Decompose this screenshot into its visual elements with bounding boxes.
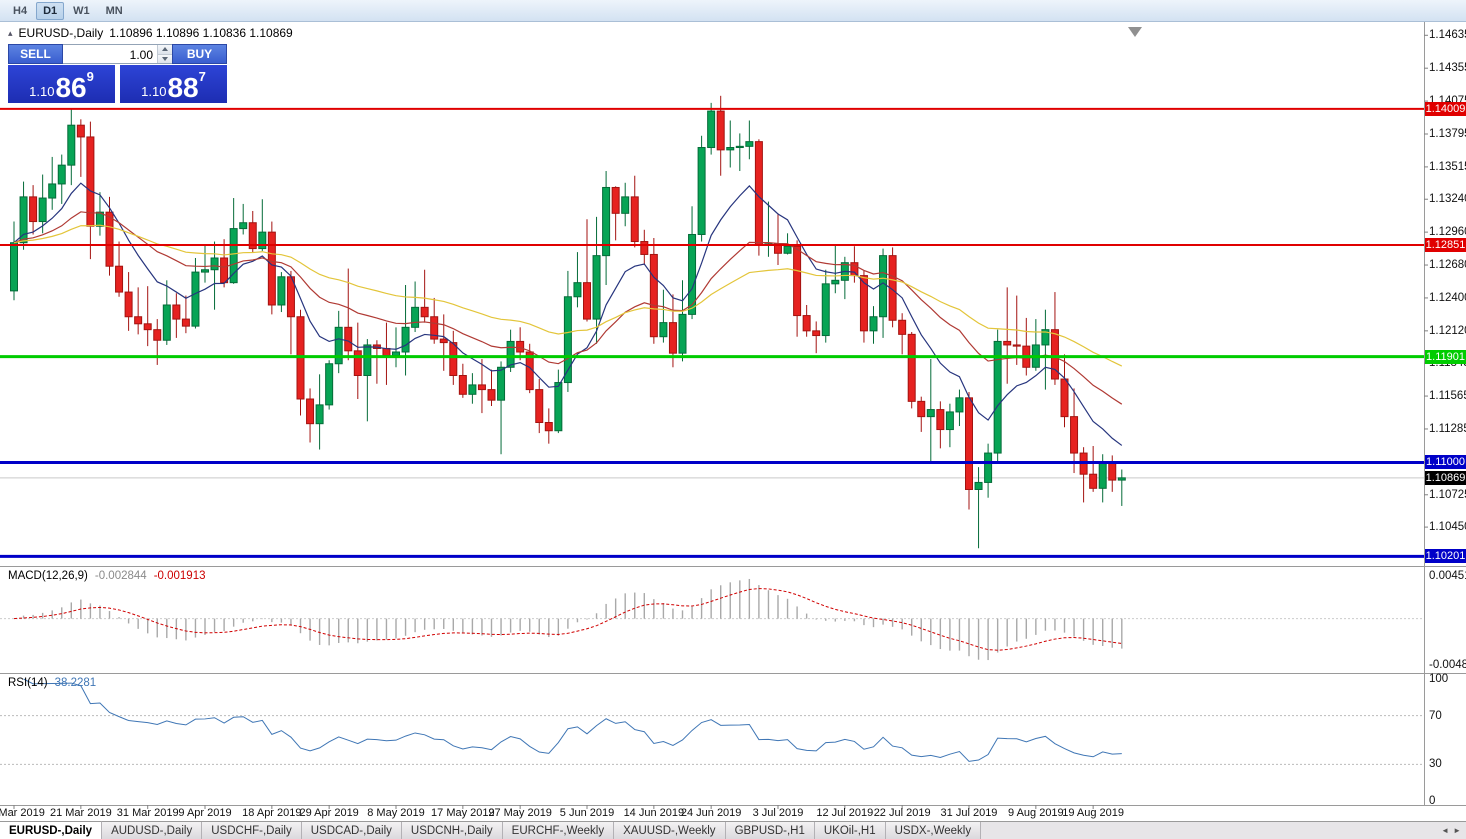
panel-borders-layer [0, 22, 1466, 809]
chart-tab-usdcad-daily[interactable]: USDCAD-,Daily [301, 822, 402, 839]
one-click-trading-panel: SELL 1.00 BUY 1.10 86 9 1.10 88 7 [8, 44, 227, 103]
chart-tab-usdchf-daily[interactable]: USDCHF-,Daily [202, 822, 302, 839]
sell-button[interactable]: SELL [8, 44, 63, 64]
buy-price-big-digits: 88 [167, 72, 199, 103]
rsi-value: 38.2281 [54, 677, 97, 689]
macd-main-value: -0.002844 [94, 570, 147, 582]
one-click-collapse-icon[interactable]: ▴ [8, 27, 13, 38]
sell-price-big-digits: 86 [55, 72, 87, 103]
volume-decrease-icon[interactable] [158, 54, 172, 63]
rsi-layer [0, 678, 1424, 765]
timeframe-w1-button[interactable]: W1 [66, 2, 97, 20]
candles-layer [10, 95, 1126, 549]
macd-indicator-label: MACD(12,26,9) -0.002844 -0.001913 [8, 570, 205, 582]
chart-tab-audusd-daily[interactable]: AUDUSD-,Daily [102, 822, 203, 839]
volume-stepper [157, 45, 172, 63]
chart-tab-usdx-weekly[interactable]: USDX-,Weekly [885, 822, 982, 839]
chart-symbol-period: EURUSD-,Daily [18, 26, 104, 40]
rsi-indicator-label: RSI(14) 38.2281 [8, 677, 96, 689]
volume-increase-icon[interactable] [158, 45, 172, 55]
timeframe-mn-button[interactable]: MN [99, 2, 130, 20]
timeframe-h4-button[interactable]: H4 [6, 2, 34, 20]
chart-title: ▴ EURUSD-,Daily 1.10896 1.10896 1.10836 … [8, 26, 293, 40]
timeframe-toolbar: H4 D1 W1 MN [0, 0, 1466, 22]
chart-tab-xauusd-weekly[interactable]: XAUUSD-,Weekly [614, 822, 726, 839]
volume-value[interactable]: 1.00 [129, 48, 153, 62]
buy-price-display[interactable]: 1.10 88 7 [120, 65, 227, 103]
chart-tab-usdcnh-daily[interactable]: USDCNH-,Daily [401, 822, 503, 839]
tabs-scroll-controls: ◄ ► [1436, 822, 1466, 839]
macd-signal-value: -0.001913 [153, 570, 206, 582]
buy-price-prefix: 1.10 [141, 84, 167, 99]
hlines-layer [0, 107, 1424, 558]
chart-tab-eurusd-daily[interactable]: EURUSD-,Daily [0, 821, 103, 839]
moving-averages-layer [13, 182, 1123, 446]
chart-tab-eurchf-weekly[interactable]: EURCHF-,Weekly [502, 822, 615, 839]
chart-tabs-bar: EURUSD-,Daily AUDUSD-,Daily USDCHF-,Daily U… [0, 821, 1466, 839]
chart-shift-marker-icon[interactable] [1128, 27, 1142, 37]
timeframe-d1-button[interactable]: D1 [36, 1, 65, 20]
tabs-scroll-right-icon[interactable]: ► [1453, 826, 1461, 835]
buy-button[interactable]: BUY [172, 44, 227, 64]
volume-field[interactable]: 1.00 [63, 44, 172, 64]
sell-price-display[interactable]: 1.10 86 9 [8, 65, 115, 103]
buy-price-pipette: 7 [198, 69, 206, 84]
rsi-name: RSI(14) [8, 677, 48, 689]
macd-layer [0, 578, 1424, 661]
sell-price-pipette: 9 [86, 69, 94, 84]
chart-ohlc-values: 1.10896 1.10896 1.10836 1.10869 [109, 26, 293, 40]
macd-name: MACD(12,26,9) [8, 570, 88, 582]
chart-tab-gbpusd-h1[interactable]: GBPUSD-,H1 [725, 822, 815, 839]
tabs-scroll-left-icon[interactable]: ◄ [1441, 826, 1450, 835]
sell-price-prefix: 1.10 [29, 84, 55, 99]
chart-tab-ukoil-h1[interactable]: UKOil-,H1 [814, 822, 886, 839]
